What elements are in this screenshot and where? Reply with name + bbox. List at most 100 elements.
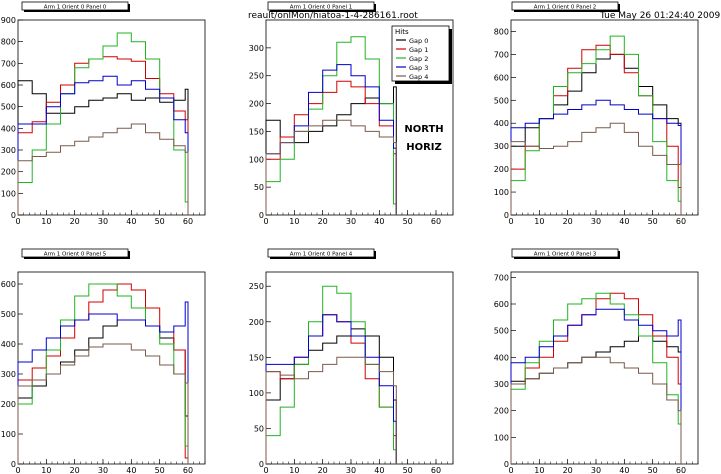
x-tick-label: 60	[431, 217, 441, 226]
series-gap-4	[265, 119, 397, 215]
y-tick-label: 0	[259, 211, 264, 220]
y-tick-label: 200	[1, 400, 16, 409]
y-tick-label: 200	[1, 168, 16, 177]
y-tick-label: 200	[249, 100, 264, 109]
y-tick-label: 200	[494, 165, 509, 174]
x-tick-label: 20	[70, 217, 80, 226]
y-tick-label: 500	[1, 310, 16, 319]
panel-title: Arm 1 Orient 0 Panel 3	[534, 252, 597, 258]
x-tick-label: 10	[534, 466, 544, 474]
x-tick-label: 40	[374, 466, 384, 474]
y-tick-label: 50	[254, 183, 264, 192]
annotation-north: NORTH	[404, 124, 443, 135]
y-tick-label: 300	[494, 142, 509, 151]
y-tick-label: 100	[494, 188, 509, 197]
x-tick-label: 10	[41, 217, 51, 226]
y-tick-label: 100	[1, 189, 16, 198]
y-tick-label: 100	[494, 433, 509, 442]
y-tick-label: 500	[494, 96, 509, 105]
panel-title: Arm 1 Orient 0 Panel 0	[44, 5, 107, 11]
y-tick-label: 300	[1, 370, 16, 379]
y-tick-label: 400	[494, 353, 509, 362]
x-tick-label: 10	[289, 466, 299, 474]
panel-title: Arm 1 Orient 0 Panel 4	[290, 252, 353, 258]
series-gap-2	[265, 285, 397, 464]
x-tick-label: 30	[346, 466, 356, 474]
series-gap-4	[510, 356, 682, 464]
y-tick-label: 0	[504, 460, 509, 469]
panel-title-box	[21, 248, 129, 258]
series-gap-3	[510, 99, 682, 215]
series-gap-3	[510, 308, 682, 464]
legend-entry: Gap 3	[409, 64, 428, 72]
series-gap-2	[17, 32, 189, 215]
y-tick-label: 100	[249, 155, 264, 164]
x-tick-label: 30	[98, 217, 108, 226]
x-tick-label: 30	[346, 217, 356, 226]
plot-frame	[510, 19, 699, 216]
root-file-label: reault/onlMon/hiatoa-1-4-286161.root	[248, 11, 418, 21]
panel-title-box	[267, 1, 375, 11]
x-tick-label: 0	[508, 466, 513, 474]
series-gap-4	[510, 122, 682, 215]
x-tick-label: 40	[619, 466, 629, 474]
x-tick-label: 40	[126, 466, 136, 474]
x-tick-label: 0	[15, 466, 20, 474]
series-gap-3	[17, 75, 189, 215]
y-tick-label: 400	[1, 124, 16, 133]
panel-title-box	[21, 1, 129, 11]
x-tick-label: 50	[403, 217, 413, 226]
x-tick-label: 0	[508, 217, 513, 226]
y-tick-label: 300	[1, 146, 16, 155]
x-tick-label: 60	[183, 217, 193, 226]
x-tick-label: 0	[263, 466, 268, 474]
x-tick-label: 10	[289, 217, 299, 226]
y-tick-label: 0	[11, 460, 16, 469]
series-gap-3	[265, 314, 397, 464]
series-gap-1	[265, 80, 397, 215]
x-tick-label: 20	[563, 217, 573, 226]
x-tick-label: 30	[591, 217, 601, 226]
y-tick-label: 300	[494, 380, 509, 389]
y-tick-label: 200	[249, 318, 264, 327]
y-tick-label: 250	[249, 72, 264, 81]
x-tick-label: 0	[15, 217, 20, 226]
legend-entry: Gap 1	[409, 46, 428, 54]
y-tick-label: 200	[494, 407, 509, 416]
plot-frame	[265, 271, 454, 465]
x-tick-label: 30	[591, 466, 601, 474]
panel-title: Arm 1 Orient 0 Panel 2	[534, 5, 597, 11]
series-gap-2	[17, 283, 189, 464]
legend-entry: Gap 0	[409, 37, 428, 45]
x-tick-label: 0	[263, 217, 268, 226]
y-tick-label: 0	[504, 211, 509, 220]
x-tick-label: 30	[98, 466, 108, 474]
y-tick-label: 250	[249, 282, 264, 291]
x-tick-label: 40	[374, 217, 384, 226]
series-gap-3	[17, 301, 189, 464]
x-tick-label: 50	[403, 466, 413, 474]
y-tick-label: 50	[254, 424, 264, 433]
y-tick-label: 600	[1, 280, 16, 289]
y-tick-label: 600	[494, 73, 509, 82]
x-tick-label: 50	[155, 217, 165, 226]
series-gap-4	[17, 343, 189, 464]
y-tick-label: 800	[1, 38, 16, 47]
y-tick-label: 600	[494, 300, 509, 309]
y-tick-label: 150	[249, 353, 264, 362]
panel-title-box	[511, 248, 619, 258]
panel-title-box	[511, 1, 619, 11]
timestamp-label: Tue May 26 01:24:40 2009	[600, 11, 721, 21]
legend-entry: Gap 2	[409, 55, 428, 63]
x-tick-label: 20	[318, 217, 328, 226]
series-gap-4	[265, 356, 397, 464]
y-tick-label: 0	[259, 460, 264, 469]
y-tick-label: 600	[1, 81, 16, 90]
panel-title: Arm 1 Orient 0 Panel 1	[290, 5, 353, 11]
y-tick-label: 800	[494, 27, 509, 36]
y-tick-label: 500	[494, 327, 509, 336]
x-tick-label: 20	[563, 466, 573, 474]
y-tick-label: 500	[1, 103, 16, 112]
x-tick-label: 50	[155, 466, 165, 474]
